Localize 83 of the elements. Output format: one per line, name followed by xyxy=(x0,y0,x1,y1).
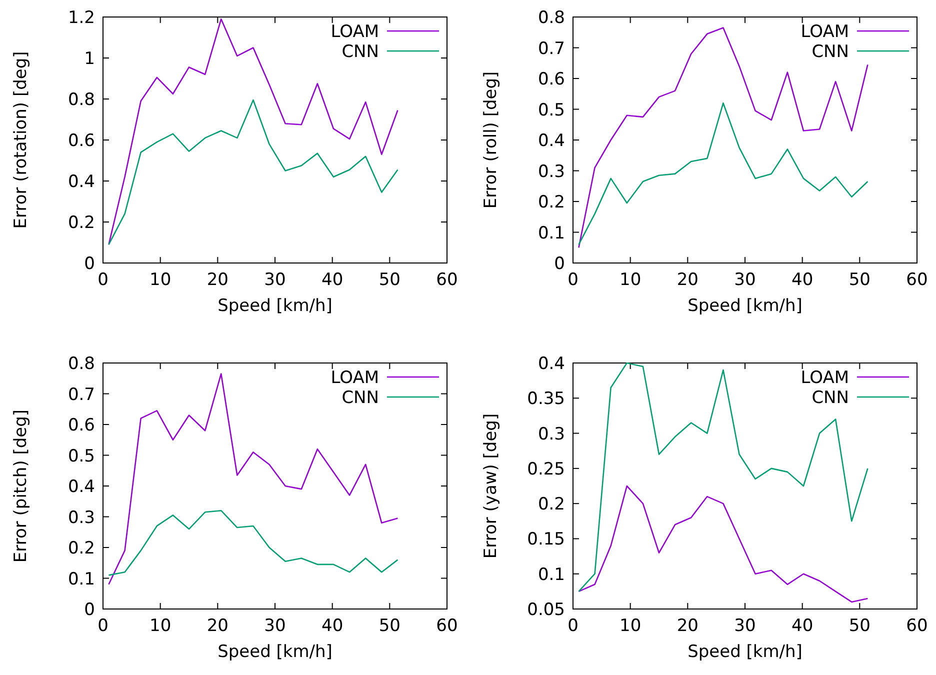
x-tick-label: 40 xyxy=(792,270,814,290)
legend-label: LOAM xyxy=(330,368,379,388)
y-tick-label: 0.7 xyxy=(68,384,95,405)
y-tick-label: 0.2 xyxy=(538,494,565,515)
x-tick-label: 10 xyxy=(620,270,642,290)
legend-label: LOAM xyxy=(800,368,849,388)
y-tick-label: 1.2 xyxy=(68,8,95,28)
y-tick-label: 0.2 xyxy=(68,213,95,233)
x-tick-label: 50 xyxy=(378,616,400,636)
legend-label: CNN xyxy=(812,388,849,408)
x-tick-label: 40 xyxy=(322,616,344,636)
line-series xyxy=(578,485,868,603)
y-tick-label: 0.1 xyxy=(538,564,565,585)
x-tick-label: 20 xyxy=(676,616,698,636)
y-tick-label: 0.25 xyxy=(527,459,565,480)
y-tick-label: 0.2 xyxy=(68,538,95,558)
y-tick-label: 0.3 xyxy=(538,162,565,182)
y-tick-label: 0.1 xyxy=(68,569,95,590)
x-axis-title: Speed [km/h] xyxy=(688,296,802,316)
x-axis-title: Speed [km/h] xyxy=(218,296,332,316)
y-tick-label: 0.5 xyxy=(68,446,95,466)
x-tick-label: 60 xyxy=(436,616,458,636)
line-series xyxy=(108,99,398,246)
x-tick-label: 10 xyxy=(150,616,172,636)
x-tick-label: 0 xyxy=(98,616,108,636)
y-tick-label: 0.35 xyxy=(527,389,565,410)
x-tick-label: 10 xyxy=(150,270,172,290)
x-tick-label: 60 xyxy=(906,270,928,290)
y-tick-label: 1 xyxy=(84,49,95,69)
y-tick-label: 0.8 xyxy=(68,354,95,374)
y-tick-label: 0.5 xyxy=(538,100,565,120)
line-series xyxy=(108,510,398,576)
legend-label: CNN xyxy=(342,42,379,62)
x-axis-title: Speed [km/h] xyxy=(688,642,802,662)
y-tick-label: 0.15 xyxy=(527,530,565,550)
y-tick-label: 0.7 xyxy=(538,38,565,59)
x-tick-label: 30 xyxy=(264,270,286,290)
x-tick-label: 0 xyxy=(568,270,578,290)
y-tick-label: 0 xyxy=(84,254,95,274)
y-tick-label: 0.4 xyxy=(68,172,95,192)
y-tick-label: 0.6 xyxy=(68,131,95,151)
y-tick-label: 0.8 xyxy=(68,90,95,110)
x-tick-label: 30 xyxy=(734,270,756,290)
x-tick-label: 20 xyxy=(206,616,228,636)
x-tick-label: 40 xyxy=(322,270,344,290)
legend-label: CNN xyxy=(342,388,379,408)
line-series xyxy=(578,102,868,246)
x-tick-label: 50 xyxy=(848,616,870,636)
y-tick-label: 0.3 xyxy=(68,508,95,528)
y-tick-label: 0.6 xyxy=(538,70,565,90)
x-tick-label: 60 xyxy=(906,616,928,636)
x-axis-title: Speed [km/h] xyxy=(218,642,332,662)
x-tick-label: 10 xyxy=(620,616,642,636)
y-tick-label: 0.4 xyxy=(538,354,565,374)
y-tick-label: 0.8 xyxy=(538,8,565,28)
x-tick-label: 30 xyxy=(734,616,756,636)
y-tick-label: 0.05 xyxy=(527,600,565,620)
line-series xyxy=(578,362,868,592)
x-tick-label: 60 xyxy=(436,270,458,290)
x-tick-label: 20 xyxy=(676,270,698,290)
x-tick-label: 0 xyxy=(568,616,578,636)
y-axis-title: Error (rotation) [deg] xyxy=(11,51,31,229)
y-axis-title: Error (yaw) [deg] xyxy=(481,413,501,559)
y-tick-label: 0 xyxy=(554,254,565,274)
x-tick-label: 30 xyxy=(264,616,286,636)
x-tick-label: 50 xyxy=(848,270,870,290)
y-tick-label: 0.1 xyxy=(538,223,565,244)
y-tick-label: 0.2 xyxy=(538,192,565,212)
x-tick-label: 50 xyxy=(378,270,400,290)
y-axis-title: Error (roll) [deg] xyxy=(481,71,501,209)
legend-label: CNN xyxy=(812,42,849,62)
y-tick-label: 0.3 xyxy=(538,424,565,444)
x-tick-label: 40 xyxy=(792,616,814,636)
legend-label: LOAM xyxy=(330,22,379,42)
y-tick-label: 0 xyxy=(84,600,95,620)
y-tick-label: 0.6 xyxy=(68,416,95,436)
x-tick-label: 20 xyxy=(206,270,228,290)
legend-label: LOAM xyxy=(800,22,849,42)
line-series xyxy=(108,18,398,246)
y-axis-title: Error (pitch) [deg] xyxy=(11,409,31,563)
y-tick-label: 0.4 xyxy=(68,477,95,497)
x-tick-label: 0 xyxy=(98,270,108,290)
y-tick-label: 0.4 xyxy=(538,131,565,151)
